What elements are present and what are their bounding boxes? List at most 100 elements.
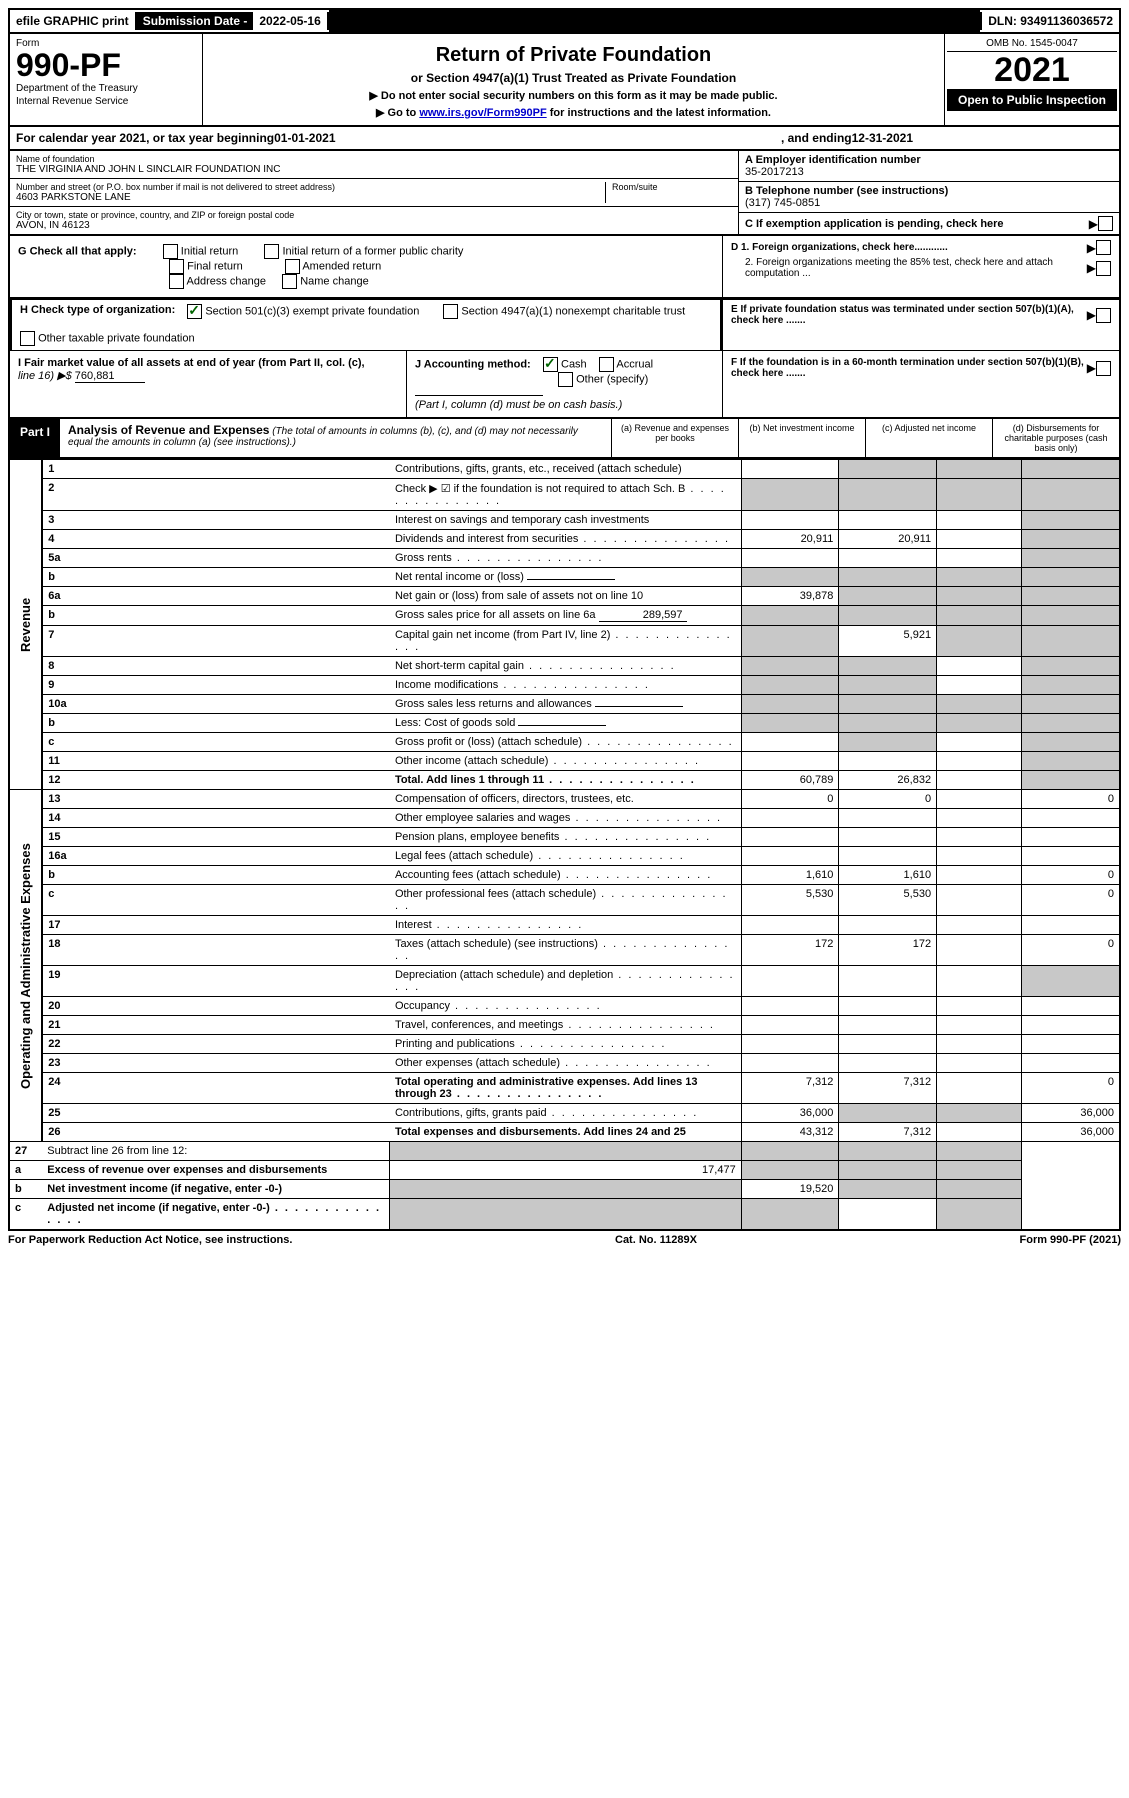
irs-link[interactable]: www.irs.gov/Form990PF xyxy=(419,107,546,119)
line-description: Accounting fees (attach schedule) xyxy=(390,866,741,885)
value-cell xyxy=(839,479,937,511)
table-row: bNet investment income (if negative, ent… xyxy=(9,1180,1120,1199)
line-description: Legal fees (attach schedule) xyxy=(390,847,741,866)
line-number: 9 xyxy=(42,676,390,695)
entity-right: A Employer identification number 35-2017… xyxy=(738,151,1119,234)
g-opt-1: Initial return of a former public charit… xyxy=(282,245,463,257)
line-number: b xyxy=(42,714,390,733)
table-row: bAccounting fees (attach schedule)1,6101… xyxy=(9,866,1120,885)
table-row: cOther professional fees (attach schedul… xyxy=(9,885,1120,916)
other-method-checkbox[interactable] xyxy=(558,372,573,387)
line-description: Printing and publications xyxy=(390,1035,741,1054)
address-change-checkbox[interactable] xyxy=(169,274,184,289)
value-cell xyxy=(937,790,1022,809)
value-cell xyxy=(1022,828,1120,847)
line-number: 1 xyxy=(42,460,390,479)
exemption-pending-cell: C If exemption application is pending, c… xyxy=(739,213,1119,234)
initial-return-checkbox[interactable] xyxy=(163,244,178,259)
section-ij-block: I Fair market value of all assets at end… xyxy=(8,350,1121,419)
line-description: Total operating and administrative expen… xyxy=(390,1073,741,1104)
value-cell xyxy=(839,809,937,828)
value-cell xyxy=(1022,626,1120,657)
table-row: 19Depreciation (attach schedule) and dep… xyxy=(9,966,1120,997)
entity-info-block: Name of foundation THE VIRGINIA AND JOHN… xyxy=(8,151,1121,236)
line-description: Capital gain net income (from Part IV, l… xyxy=(390,626,741,657)
value-cell xyxy=(741,752,839,771)
foreign-org-checkbox[interactable] xyxy=(1096,240,1111,255)
i-label: I Fair market value of all assets at end… xyxy=(18,357,365,369)
value-cell xyxy=(839,657,937,676)
h-opt-1: Section 501(c)(3) exempt private foundat… xyxy=(205,305,419,317)
value-cell xyxy=(839,916,937,935)
value-cell xyxy=(741,847,839,866)
line-number: 23 xyxy=(42,1054,390,1073)
value-cell xyxy=(741,460,839,479)
value-cell xyxy=(741,549,839,568)
page-footer: For Paperwork Reduction Act Notice, see … xyxy=(8,1231,1121,1249)
value-cell xyxy=(937,695,1022,714)
section-j: J Accounting method: Cash Accrual Other … xyxy=(407,351,722,417)
value-cell: 19,520 xyxy=(741,1180,839,1199)
cal-year-begin: 01-01-2021 xyxy=(274,131,335,145)
part1-label: Part I xyxy=(10,419,60,457)
value-cell xyxy=(937,1104,1022,1123)
value-cell xyxy=(839,752,937,771)
value-cell xyxy=(839,997,937,1016)
501c3-checkbox[interactable] xyxy=(187,304,202,319)
accrual-checkbox[interactable] xyxy=(599,357,614,372)
line-number: a xyxy=(9,1161,42,1180)
name-change-checkbox[interactable] xyxy=(282,274,297,289)
line-description: Pension plans, employee benefits xyxy=(390,828,741,847)
value-cell xyxy=(937,733,1022,752)
table-row: aExcess of revenue over expenses and dis… xyxy=(9,1161,1120,1180)
side-label: Operating and Administrative Expenses xyxy=(9,790,42,1142)
line-number: 13 xyxy=(42,790,390,809)
phone-value: (317) 745-0851 xyxy=(745,197,820,209)
table-row: 6aNet gain or (loss) from sale of assets… xyxy=(9,587,1120,606)
value-cell xyxy=(1022,1016,1120,1035)
table-row: Operating and Administrative Expenses13C… xyxy=(9,790,1120,809)
value-cell: 0 xyxy=(1022,1073,1120,1104)
dln-label: DLN: xyxy=(988,14,1020,28)
60-month-checkbox[interactable] xyxy=(1096,361,1111,376)
value-cell xyxy=(937,935,1022,966)
value-cell xyxy=(741,479,839,511)
line-description: Gross sales less returns and allowances xyxy=(390,695,741,714)
foreign-85-checkbox[interactable] xyxy=(1096,261,1111,276)
value-cell: 0 xyxy=(1022,885,1120,916)
value-cell: 17,477 xyxy=(390,1161,741,1180)
cash-checkbox[interactable] xyxy=(543,357,558,372)
other-taxable-checkbox[interactable] xyxy=(20,331,35,346)
value-cell xyxy=(937,568,1022,587)
line-description: Total. Add lines 1 through 11 xyxy=(390,771,741,790)
value-cell xyxy=(741,657,839,676)
inline-value: 289,597 xyxy=(599,609,687,622)
section-e: E If private foundation status was termi… xyxy=(722,300,1119,350)
terminated-checkbox[interactable] xyxy=(1096,308,1111,323)
line-number: c xyxy=(9,1199,42,1231)
value-cell xyxy=(839,1142,937,1161)
other-specify-field[interactable] xyxy=(415,395,543,396)
value-cell xyxy=(937,752,1022,771)
dln: DLN: 93491136036572 xyxy=(980,12,1119,30)
line-description: Gross rents xyxy=(390,549,741,568)
efile-print-button[interactable]: efile GRAPHIC print xyxy=(10,12,137,30)
value-cell xyxy=(839,733,937,752)
value-cell xyxy=(741,828,839,847)
line-number: 17 xyxy=(42,916,390,935)
final-return-checkbox[interactable] xyxy=(169,259,184,274)
j-cash: Cash xyxy=(561,358,587,370)
table-row: bGross sales price for all assets on lin… xyxy=(9,606,1120,626)
value-cell: 20,911 xyxy=(741,530,839,549)
line-number: b xyxy=(42,606,390,626)
amended-return-checkbox[interactable] xyxy=(285,259,300,274)
exemption-checkbox[interactable] xyxy=(1098,216,1113,231)
value-cell xyxy=(1022,809,1120,828)
4947-checkbox[interactable] xyxy=(443,304,458,319)
value-cell: 36,000 xyxy=(1022,1104,1120,1123)
initial-former-checkbox[interactable] xyxy=(264,244,279,259)
line-number: 22 xyxy=(42,1035,390,1054)
line-description: Net rental income or (loss) xyxy=(390,568,741,587)
table-row: 10aGross sales less returns and allowanc… xyxy=(9,695,1120,714)
section-h: H Check type of organization: Section 50… xyxy=(10,300,722,350)
